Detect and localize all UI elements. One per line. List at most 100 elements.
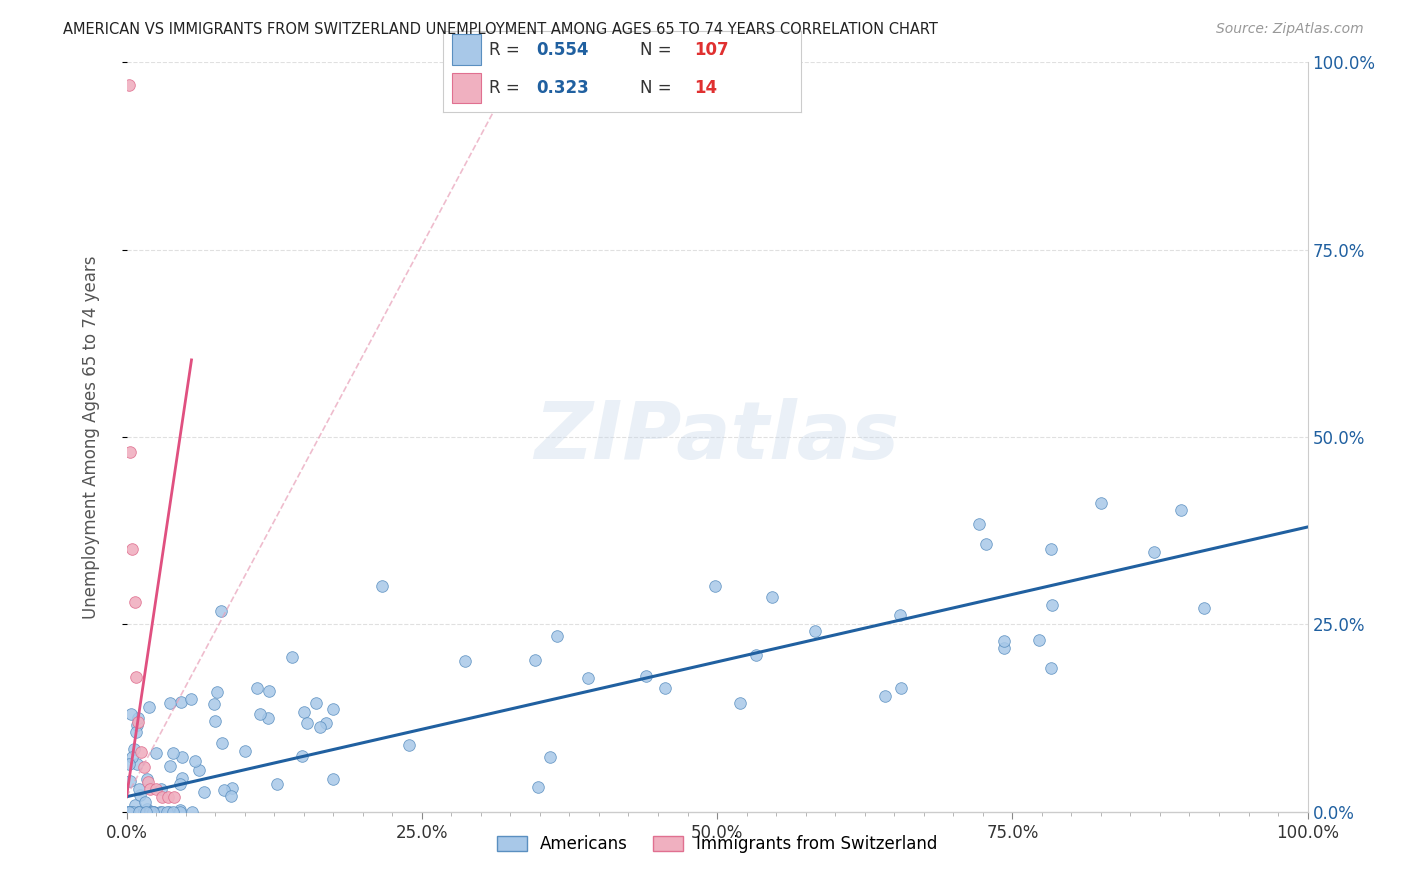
Point [162, 805, 184, 819]
Point [209, 604, 232, 618]
Point [128, 788, 150, 802]
Point [454, 654, 477, 668]
Point [1039, 541, 1062, 556]
Point [212, 783, 235, 797]
Y-axis label: Unemployment Among Ages 65 to 74 years: Unemployment Among Ages 65 to 74 years [82, 255, 100, 619]
Point [122, 742, 145, 756]
Point [527, 780, 550, 794]
Point [139, 782, 162, 797]
Point [634, 668, 657, 682]
Point [118, 78, 141, 92]
Point [974, 537, 997, 551]
Point [127, 714, 149, 729]
Point [139, 805, 162, 819]
Point [135, 805, 157, 819]
Point [142, 805, 165, 819]
Point [135, 802, 157, 816]
Point [120, 805, 142, 819]
Point [371, 579, 394, 593]
Point [128, 805, 150, 819]
Point [124, 595, 146, 609]
Point [1039, 661, 1062, 675]
Point [134, 760, 156, 774]
Point [118, 756, 141, 771]
Point [124, 725, 146, 739]
Point [125, 670, 148, 684]
Point [124, 797, 146, 812]
Point [322, 702, 344, 716]
Point [128, 782, 150, 797]
Point [221, 780, 243, 795]
Text: AMERICAN VS IMMIGRANTS FROM SWITZERLAND UNEMPLOYMENT AMONG AGES 65 TO 74 YEARS C: AMERICAN VS IMMIGRANTS FROM SWITZERLAND … [63, 22, 938, 37]
Point [157, 805, 180, 819]
Point [993, 634, 1015, 648]
Point [134, 795, 156, 809]
Text: 14: 14 [695, 79, 717, 97]
Point [993, 641, 1015, 656]
Point [183, 754, 205, 768]
Point [654, 681, 676, 695]
Point [149, 782, 172, 797]
Point [538, 750, 561, 764]
Point [129, 805, 152, 819]
Point [120, 445, 142, 459]
Point [257, 684, 280, 698]
Point [136, 772, 159, 787]
Point [170, 771, 193, 785]
Point [150, 789, 173, 804]
Point [546, 629, 568, 643]
Point [1143, 544, 1166, 558]
Point [315, 715, 337, 730]
Point [1040, 598, 1063, 612]
Point [138, 700, 160, 714]
Point [172, 749, 194, 764]
Point [136, 774, 159, 789]
Point [121, 805, 143, 819]
Point [117, 805, 139, 819]
Point [204, 714, 226, 729]
Point [523, 652, 546, 666]
Point [1090, 496, 1112, 510]
Point [180, 692, 202, 706]
Point [162, 746, 184, 760]
Point [576, 671, 599, 685]
Point [145, 782, 167, 797]
Point [1192, 601, 1215, 615]
Point [761, 590, 783, 604]
Point [142, 805, 165, 819]
Point [120, 773, 142, 788]
Point [291, 749, 314, 764]
Point [233, 744, 256, 758]
Text: 107: 107 [695, 41, 728, 59]
Point [745, 648, 768, 662]
Text: ZIPatlas: ZIPatlas [534, 398, 900, 476]
Point [121, 749, 143, 764]
Text: Source: ZipAtlas.com: Source: ZipAtlas.com [1216, 22, 1364, 37]
Point [804, 624, 827, 638]
Point [169, 805, 191, 819]
Point [143, 805, 166, 819]
Text: R =: R = [489, 41, 526, 59]
Point [159, 759, 181, 773]
Point [117, 805, 139, 819]
Point [125, 757, 148, 772]
Point [180, 805, 202, 819]
Point [193, 785, 215, 799]
Text: 0.554: 0.554 [536, 41, 589, 59]
Point [1170, 502, 1192, 516]
Point [249, 706, 271, 721]
Point [129, 745, 152, 759]
Text: R =: R = [489, 79, 526, 97]
Point [873, 690, 896, 704]
Point [292, 705, 315, 719]
Point [120, 706, 142, 721]
Point [398, 738, 420, 752]
FancyBboxPatch shape [451, 35, 481, 65]
Point [889, 607, 911, 622]
Point [219, 789, 242, 804]
Point [169, 803, 191, 817]
Point [211, 736, 233, 750]
Legend: Americans, Immigrants from Switzerland: Americans, Immigrants from Switzerland [489, 829, 945, 860]
Point [728, 696, 751, 710]
FancyBboxPatch shape [451, 73, 481, 103]
